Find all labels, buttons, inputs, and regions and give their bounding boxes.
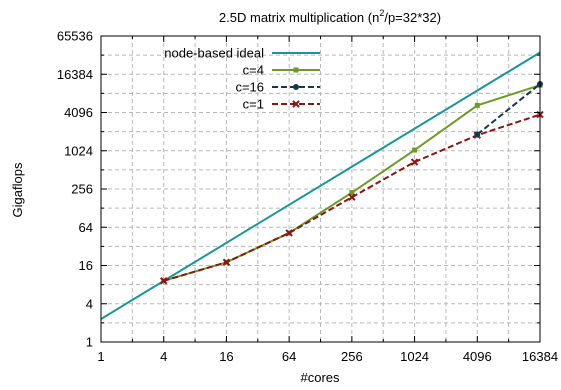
x-tick-label: 4096 — [463, 349, 492, 364]
y-tick-labels: 1 4 16 64 256 1024 4096 16384 65536 — [57, 29, 93, 350]
legend: node-based ideal c=4 c=16 c=1 — [164, 46, 320, 112]
series-c-16 — [474, 81, 543, 138]
legend-label-node-based-ideal: node-based ideal — [164, 46, 264, 61]
series-node-based-ideal — [100, 51, 541, 320]
y-tick-label: 256 — [71, 182, 93, 197]
legend-label-c-16: c=16 — [235, 80, 264, 95]
y-tick-label: 4 — [86, 296, 93, 311]
data-point-c-1 — [222, 258, 231, 266]
data-point-c-1 — [348, 193, 356, 201]
series-line-node-based-ideal — [100, 51, 541, 320]
x-tick-label: 16 — [219, 349, 233, 364]
data-point-c-1 — [410, 158, 419, 166]
chart-title: 2.5D matrix multiplication (n2/p=32*32) — [219, 8, 441, 25]
y-axis-title: Gigaflops — [10, 162, 25, 217]
legend-label-c-4: c=4 — [243, 63, 264, 78]
legend-label-c-1: c=1 — [243, 97, 264, 112]
legend-marker-c-4 — [293, 67, 299, 73]
data-point-c-4 — [474, 102, 480, 108]
x-axis-title: #cores — [300, 370, 340, 385]
legend-marker-c-16 — [293, 84, 299, 90]
axis-ticks — [100, 35, 541, 343]
data-point-c-4 — [412, 147, 418, 153]
data-point-c-4 — [349, 190, 355, 196]
data-point-c-16 — [474, 131, 481, 138]
legend-marker-c-1 — [292, 100, 300, 108]
x-tick-label: 64 — [282, 349, 296, 364]
x-tick-label: 256 — [341, 349, 363, 364]
y-tick-label: 1024 — [64, 143, 93, 158]
y-tick-label: 4096 — [64, 105, 93, 120]
y-tick-label: 64 — [79, 220, 93, 235]
x-tick-label: 1024 — [400, 349, 429, 364]
y-tick-label: 65536 — [57, 29, 93, 44]
x-tick-label: 4 — [160, 349, 167, 364]
y-tick-label: 16 — [79, 258, 93, 273]
x-tick-label: 1 — [97, 349, 104, 364]
x-tick-labels: 1 4 16 64 256 1024 4096 16384 — [97, 349, 558, 364]
series-layer — [100, 51, 544, 320]
series-line-c-16 — [476, 83, 541, 136]
grid-lines — [101, 36, 540, 342]
data-point-c-1 — [285, 229, 293, 237]
x-tick-label: 16384 — [522, 349, 558, 364]
y-tick-label: 16384 — [57, 67, 93, 82]
data-point-c-1 — [160, 277, 168, 285]
y-tick-label: 1 — [86, 335, 93, 350]
